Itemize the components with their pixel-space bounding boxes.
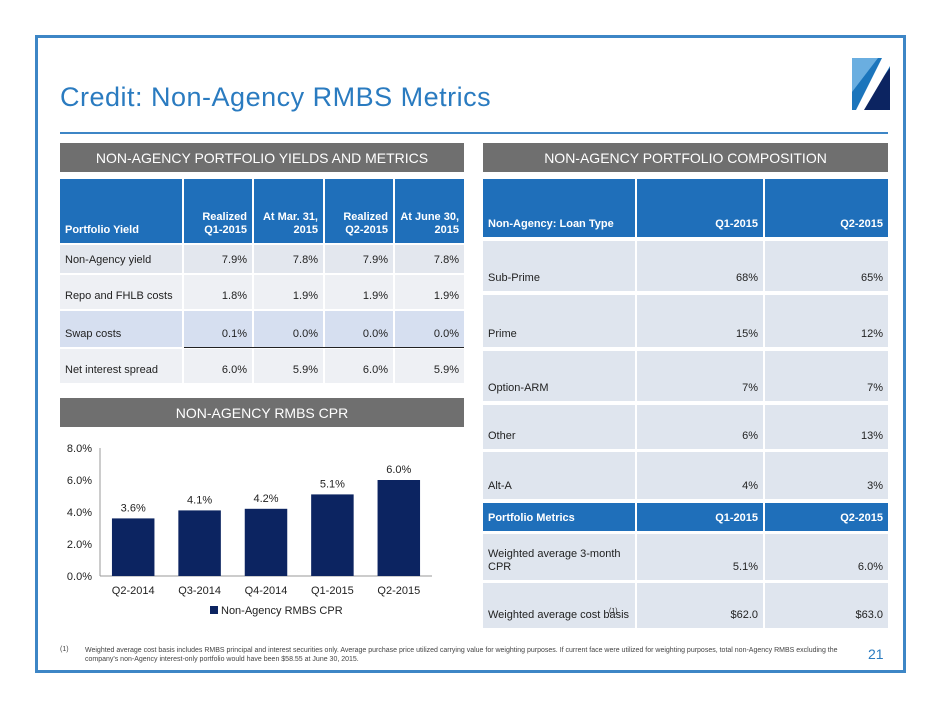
table-cell: Swap costs (60, 311, 182, 347)
table-cell: 5.9% (395, 349, 464, 383)
table-cell: Weighted average cost basis (1) (483, 583, 635, 628)
table-cell: 4% (637, 452, 763, 499)
page-number: 21 (868, 646, 884, 662)
table-cell: 5.9% (254, 349, 323, 383)
section-heading: NON-AGENCY PORTFOLIO YIELDS AND METRICS (60, 143, 464, 172)
logo-stripe (856, 58, 890, 110)
table-cell: 0.0% (254, 311, 323, 347)
table-cell: 6.0% (325, 349, 393, 383)
table-cell: 7.8% (395, 245, 464, 273)
legend-swatch (210, 606, 218, 614)
bar (178, 510, 221, 576)
header-cell: Realized Q2-2015 (325, 179, 393, 243)
table-cell: 7% (637, 351, 763, 401)
legend-label: Non-Agency RMBS CPR (221, 605, 343, 617)
y-tick-label: 4.0% (67, 507, 92, 519)
title: Credit: Non-Agency RMBS Metrics (60, 82, 492, 112)
table-cell: Repo and FHLB costs (60, 275, 182, 309)
bar (111, 518, 155, 576)
table-cell: 6% (637, 405, 763, 449)
value-label: 3.6% (121, 502, 146, 514)
x-tick-label: Q3-2014 (178, 585, 221, 597)
table-cell: $63.0 (765, 583, 888, 628)
header-cell: Q2-2015 (765, 503, 888, 531)
value-label: 5.1% (320, 478, 345, 490)
table-cell: 5.1% (637, 534, 763, 580)
y-tick-label: 0.0% (67, 571, 92, 583)
table-cell: 7% (765, 351, 888, 401)
logo (852, 58, 890, 110)
table-cell: 68% (637, 241, 763, 291)
table-cell: Weighted average 3-month CPR (483, 534, 635, 580)
table-cell: 1.9% (395, 275, 464, 309)
y-tick-label: 6.0% (67, 475, 92, 487)
header-cell: Realized Q1-2015 (184, 179, 252, 243)
table-cell: Prime (483, 295, 635, 347)
header-cell: Non-Agency: Loan Type (483, 179, 635, 237)
rule (60, 132, 888, 134)
table-cell: Sub-Prime (483, 241, 635, 291)
header-cell: Q1-2015 (637, 503, 763, 531)
table-cell: 0.1% (184, 311, 252, 347)
table-cell: 13% (765, 405, 888, 449)
bar (311, 494, 354, 576)
logo-shape (852, 58, 878, 92)
table-cell: Net interest spread (60, 349, 182, 383)
x-tick-label: Q1-2015 (311, 585, 354, 597)
footnote: Weighted average cost basis includes RMB… (85, 647, 838, 664)
bar (377, 480, 421, 576)
table-cell: 7.8% (254, 245, 323, 273)
header-cell: Portfolio Metrics (483, 503, 635, 531)
table-cell: 15% (637, 295, 763, 347)
value-label: 6.0% (386, 464, 411, 476)
y-tick-label: 8.0% (67, 443, 92, 455)
table-cell: 0.0% (325, 311, 393, 347)
bar (244, 508, 288, 576)
header-cell: At June 30, 2015 (395, 179, 464, 243)
frame (35, 35, 906, 673)
header-cell: Portfolio Yield (60, 179, 182, 243)
x-tick-label: Q2-2014 (112, 585, 155, 597)
note-marker: (1) (609, 608, 618, 616)
table-cell: 1.8% (184, 275, 252, 309)
table-cell: Non-Agency yield (60, 245, 182, 273)
table-cell: 65% (765, 241, 888, 291)
value-label: 4.1% (187, 494, 212, 506)
y-tick-label: 2.0% (67, 539, 92, 551)
table-cell: 7.9% (325, 245, 393, 273)
table-cell: 1.9% (325, 275, 393, 309)
table-cell: 6.0% (184, 349, 252, 383)
value-label: 4.2% (253, 493, 278, 505)
table-cell: Alt-A (483, 452, 635, 499)
x-tick-label: Q2-2015 (377, 585, 420, 597)
table-cell: 6.0% (765, 534, 888, 580)
table-cell: Other (483, 405, 635, 449)
table-cell: $62.0 (637, 583, 763, 628)
header-cell: Q1-2015 (637, 179, 763, 237)
header-cell: Q2-2015 (765, 179, 888, 237)
table-cell: 12% (765, 295, 888, 347)
header-cell: At Mar. 31, 2015 (254, 179, 323, 243)
footnote-marker: (1) (60, 646, 69, 653)
section-heading: NON-AGENCY RMBS CPR (60, 398, 464, 427)
x-tick-label: Q4-2014 (245, 585, 288, 597)
total-rule (184, 347, 464, 348)
chart: 0.0% 2.0% 4.0% 6.0% 8.0% Q2-2014 3.6% Q3-2014 4.… (67, 443, 432, 617)
table-cell: 3% (765, 452, 888, 499)
section-heading: NON-AGENCY PORTFOLIO COMPOSITION (483, 143, 888, 172)
table-cell: Option-ARM (483, 351, 635, 401)
table-cell: 0.0% (395, 311, 464, 347)
table-cell: 7.9% (184, 245, 252, 273)
table-cell: 1.9% (254, 275, 323, 309)
